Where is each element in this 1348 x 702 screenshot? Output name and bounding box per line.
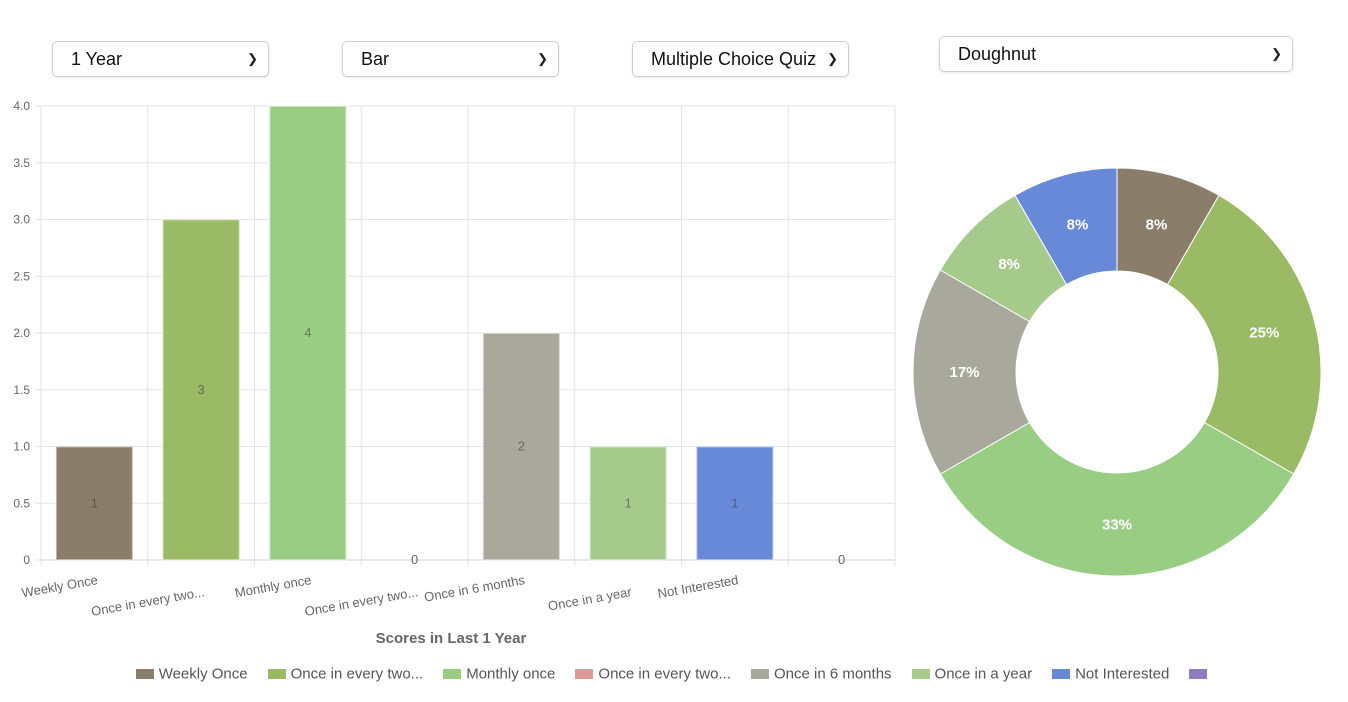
y-tick-label: 2.5 [13, 269, 30, 283]
y-tick-label: 1.5 [13, 383, 30, 397]
x-tick-label: Monthly once [234, 572, 313, 600]
bar[interactable] [268, 105, 348, 561]
legend-label: Weekly Once [158, 665, 248, 683]
legend-label: Once in every two... [290, 665, 424, 683]
legend-item[interactable] [1189, 665, 1212, 683]
x-tick-label: Once in 6 months [423, 572, 526, 605]
bar-value-label: 1 [731, 495, 738, 510]
legend-swatch [1052, 669, 1071, 680]
doughnut-slice[interactable] [939, 194, 1068, 323]
question-select[interactable]: Multiple Choice Quiz ❯ [632, 41, 849, 77]
slice-percent-label: 17% [949, 364, 979, 381]
question-select-value: Multiple Choice Quiz [651, 49, 817, 69]
chart-type-select-value: Bar [361, 49, 390, 69]
bar[interactable] [695, 445, 775, 561]
slice-percent-label: 33% [1102, 517, 1132, 534]
doughnut-slice[interactable] [1166, 194, 1322, 475]
chart-legend: Weekly Once Once in every two... Monthly o… [0, 665, 1348, 683]
y-tick-label: 3.5 [13, 156, 30, 170]
bar[interactable] [54, 445, 134, 561]
slice-percent-label: 8% [1067, 217, 1089, 234]
period-select-value: 1 Year [71, 49, 123, 69]
chevron-down-icon: ❯ [827, 51, 838, 66]
y-tick-label: 0.5 [13, 496, 30, 510]
slice-percent-label: 8% [998, 256, 1020, 273]
x-tick-label: Weekly Once [20, 572, 99, 600]
bar[interactable] [481, 332, 561, 561]
doughnut-slice[interactable] [1014, 167, 1118, 286]
slice-percent-label: 25% [1249, 325, 1279, 342]
legend-label: Once in a year [934, 665, 1033, 683]
doughnut-slice[interactable] [912, 269, 1031, 475]
doughnut-slice[interactable] [1116, 167, 1220, 286]
x-tick-label: Once in a year [547, 584, 634, 614]
legend-swatch [750, 669, 769, 680]
bar-value-label: 0 [411, 552, 418, 567]
doughnut-slice[interactable] [939, 421, 1295, 577]
x-tick-label: Once in every two... [303, 584, 419, 619]
bar-value-label: 4 [304, 325, 311, 340]
bar-value-label: 1 [625, 495, 632, 510]
legend-swatch [1189, 669, 1208, 680]
slice-percent-label: 8% [1146, 217, 1168, 234]
legend-item[interactable]: Weekly Once [135, 665, 248, 683]
x-tick-label: Once in every two... [90, 584, 206, 619]
bar[interactable] [588, 445, 668, 561]
chart-type-select[interactable]: Bar ❯ [342, 41, 559, 77]
x-tick-label: Not Interested [656, 572, 739, 601]
pie-type-select[interactable]: Doughnut ❯ [939, 36, 1293, 72]
y-tick-label: 2.0 [13, 326, 30, 340]
bar-value-label: 1 [91, 495, 98, 510]
bar[interactable] [161, 218, 241, 561]
chevron-down-icon: ❯ [537, 51, 548, 66]
legend-label: Once in 6 months [773, 665, 892, 683]
y-tick-label: 4.0 [13, 99, 30, 113]
x-axis-title: Scores in Last 1 Year [376, 630, 527, 647]
pie-type-select-value: Doughnut [958, 44, 1037, 64]
y-tick-label: 0 [23, 553, 30, 567]
y-tick-label: 3.0 [13, 213, 30, 227]
chevron-down-icon: ❯ [1271, 46, 1282, 61]
legend-item[interactable]: Once in a year [911, 665, 1033, 683]
legend-swatch [575, 669, 594, 680]
legend-label: Once in every two... [598, 665, 731, 683]
legend-item[interactable]: Not Interested [1052, 665, 1169, 683]
legend-swatch [267, 669, 286, 680]
legend-item[interactable]: Once in 6 months [750, 665, 892, 683]
bar-value-label: 2 [518, 439, 525, 454]
period-select[interactable]: 1 Year ❯ [52, 41, 269, 77]
legend-label: Not Interested [1075, 665, 1170, 683]
chevron-down-icon: ❯ [247, 51, 258, 66]
legend-item[interactable]: Once in every two... [267, 665, 424, 683]
legend-item[interactable]: Once in every two... [575, 665, 731, 683]
legend-label: Monthly once [466, 665, 556, 683]
legend-item[interactable]: Monthly once [443, 665, 555, 683]
bar-value-label: 3 [198, 382, 205, 397]
bar-value-label: 0 [838, 552, 845, 567]
legend-swatch [443, 669, 462, 680]
legend-swatch [911, 669, 930, 680]
y-tick-label: 1.0 [13, 440, 30, 454]
legend-swatch [135, 669, 154, 680]
